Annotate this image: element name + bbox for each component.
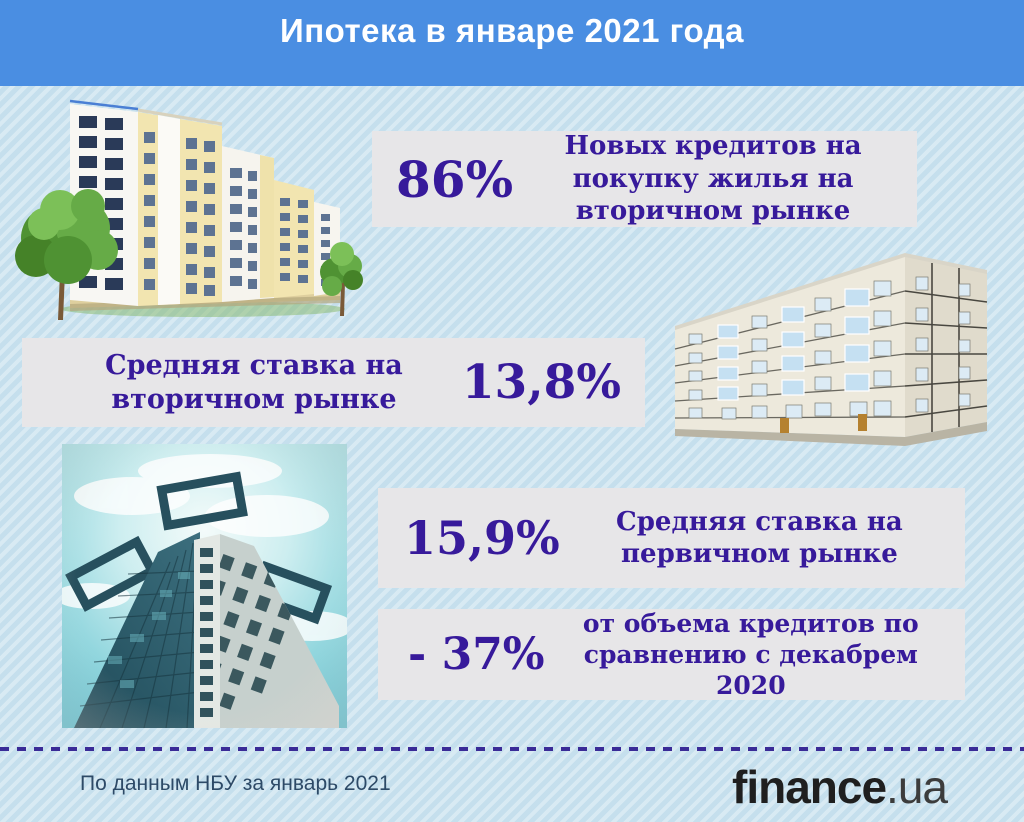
stat-card-volume-change: - 37% от объема кредитов по сравнению с …	[378, 609, 965, 700]
highrise-low-angle-photo	[62, 444, 347, 728]
logo-suffix: .ua	[886, 761, 948, 813]
stat-label: Средняя ставка на первичном рынке	[616, 506, 903, 570]
new-apartment-building-illustration	[15, 99, 363, 320]
stat-value: 13,8%	[461, 355, 621, 410]
stat-card-primary-market-rate: 15,9% Средняя ставка на первичном рынке	[378, 488, 965, 588]
stat-value: 86%	[396, 149, 514, 209]
stat-label: Новых кредитов на покупку жилья на втори…	[564, 131, 862, 227]
source-note: По данным НБУ за январь 2021	[80, 772, 391, 795]
stat-value: 15,9%	[404, 511, 560, 565]
header-bar: Ипотека в январе 2021 года	[0, 0, 1024, 86]
stat-label: от объема кредитов по сравнению с декабр…	[582, 608, 919, 701]
stat-value: - 37%	[408, 629, 545, 680]
dashed-divider	[0, 747, 1024, 751]
stat-label: Средняя ставка на вторичном рынке	[105, 349, 403, 415]
panel-building-illustration	[674, 253, 988, 446]
stat-card-secondary-market-share: 86% Новых кредитов на покупку жилья на в…	[372, 131, 917, 227]
logo-text: finance	[732, 761, 887, 813]
page-title: Ипотека в январе 2021 года	[280, 12, 744, 49]
finance-ua-logo: finance.ua	[732, 760, 948, 814]
stat-card-secondary-market-rate: Средняя ставка на вторичном рынке 13,8%	[22, 338, 645, 427]
